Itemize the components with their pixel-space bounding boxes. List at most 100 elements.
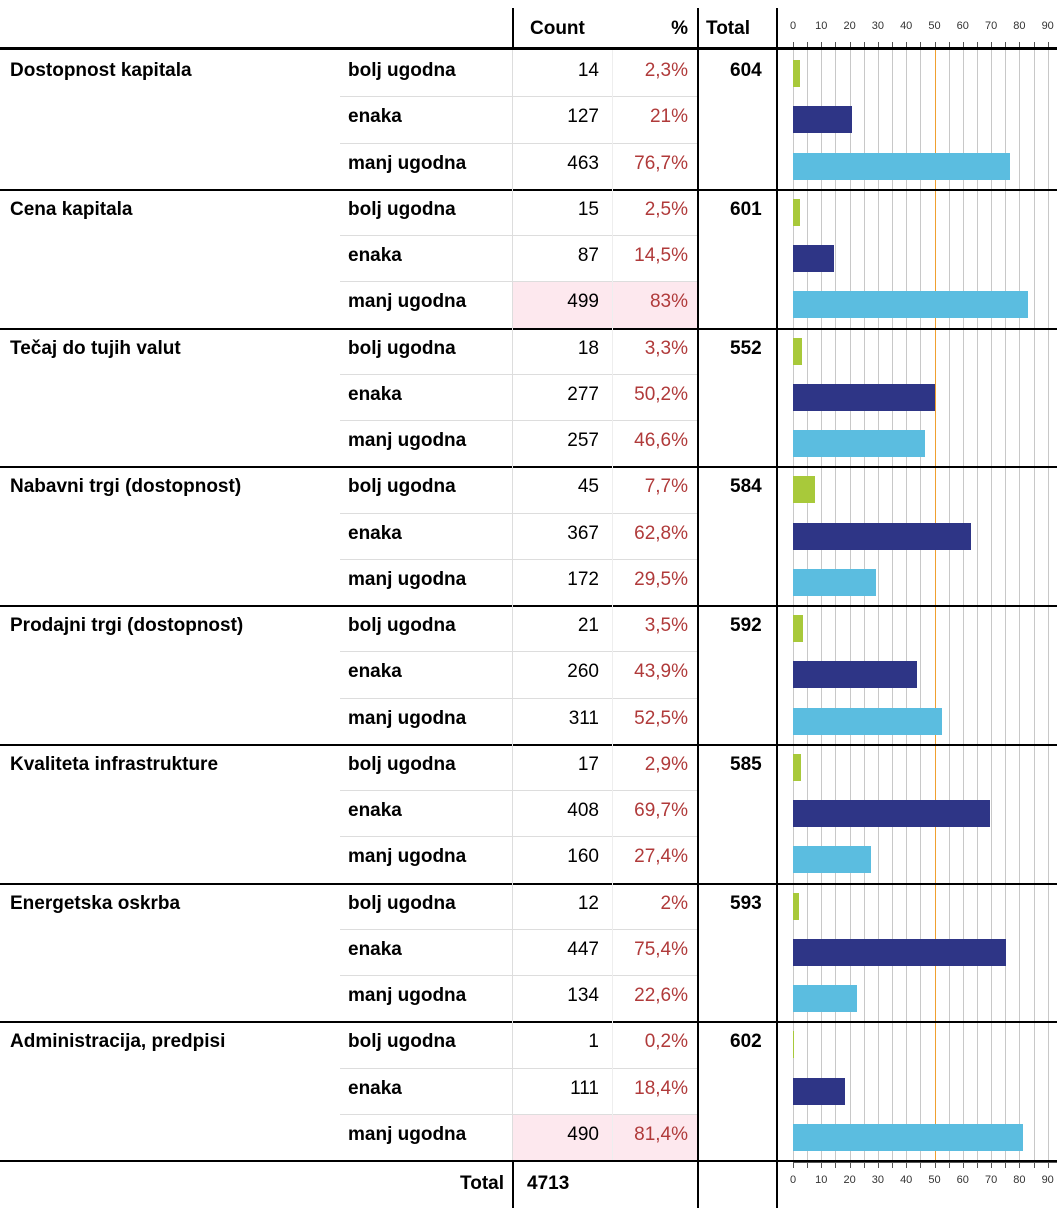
- tick-mark: [793, 1162, 794, 1168]
- group-name: Dostopnost kapitala: [10, 60, 192, 81]
- total-divider: [776, 882, 778, 1022]
- cell-divider: [512, 96, 513, 143]
- tick-mark: [934, 42, 936, 48]
- tick-mark: [962, 1162, 964, 1168]
- header-total: Total: [706, 18, 750, 39]
- tick-mark: [892, 42, 894, 48]
- row-count: 1: [588, 1031, 599, 1053]
- row-label: manj ugodna: [348, 846, 467, 868]
- total-divider: [776, 327, 778, 467]
- row-label: enaka: [348, 938, 402, 960]
- row-label: manj ugodna: [348, 430, 467, 451]
- tick-mark: [976, 42, 978, 48]
- header-divider: [776, 8, 778, 50]
- cell-divider: [612, 235, 613, 282]
- cell-divider: [512, 373, 513, 420]
- row-percent: 7,7%: [644, 476, 688, 498]
- row-count: 277: [567, 383, 599, 405]
- bar: [793, 615, 803, 642]
- total-divider: [697, 743, 699, 883]
- bar: [793, 245, 835, 272]
- row-percent: 27,4%: [634, 846, 688, 868]
- row-rule: [340, 420, 697, 421]
- cell-divider: [512, 466, 513, 513]
- bar: [793, 753, 802, 781]
- x-tick-label: 30: [871, 20, 885, 32]
- cell-divider: [512, 882, 513, 929]
- bar: [793, 476, 815, 504]
- total-divider: [697, 466, 699, 605]
- row-percent: 43,9%: [634, 661, 688, 683]
- bar: [793, 938, 1007, 966]
- tick-mark: [835, 1162, 837, 1168]
- cell-divider: [612, 281, 613, 328]
- group-total: 601: [730, 198, 762, 220]
- cell-divider: [612, 605, 613, 652]
- row-percent: 2,9%: [644, 753, 688, 775]
- total-divider: [776, 188, 778, 328]
- bar: [793, 106, 853, 134]
- row-rule: [340, 928, 697, 930]
- row-count: 15: [577, 198, 599, 220]
- tick-mark: [807, 1162, 809, 1168]
- row-percent: 2,3%: [644, 60, 688, 81]
- x-tick-label: 10: [815, 1174, 828, 1186]
- row-label: manj ugodna: [348, 1123, 467, 1145]
- bar: [793, 198, 801, 226]
- total-divider: [697, 605, 699, 744]
- x-tick-label: 0: [789, 1174, 797, 1186]
- cell-divider: [612, 651, 613, 698]
- cell-divider: [612, 1067, 613, 1114]
- footer-label: Total: [460, 1173, 504, 1194]
- x-tick-label: 70: [984, 20, 998, 32]
- group-name: Energetska oskrba: [10, 892, 181, 914]
- row-label: manj ugodna: [348, 291, 467, 313]
- row-count: 311: [568, 707, 599, 729]
- cell-divider: [612, 327, 613, 374]
- group-total: 584: [730, 476, 762, 498]
- row-count: 463: [567, 152, 599, 174]
- header-count: Count: [530, 18, 585, 39]
- row-percent: 81,4%: [634, 1123, 688, 1145]
- header-rule: [0, 47, 1057, 50]
- total-divider: [697, 1021, 699, 1160]
- tick-mark: [1019, 1162, 1021, 1168]
- row-count: 12: [577, 892, 599, 914]
- tick-mark: [1005, 42, 1007, 48]
- group-total: 602: [730, 1031, 762, 1053]
- x-tick-label: 80: [1013, 1174, 1026, 1186]
- cell-divider: [512, 743, 513, 790]
- total-divider: [776, 466, 778, 605]
- tick-mark: [1005, 1162, 1007, 1168]
- row-label: enaka: [348, 245, 402, 266]
- tick-mark: [920, 42, 922, 48]
- group-name: Tečaj do tujih valut: [10, 337, 181, 359]
- group-rule: [0, 743, 1057, 746]
- tick-mark: [1047, 42, 1049, 48]
- row-rule: [340, 836, 697, 838]
- group-name: Administracija, predpisi: [10, 1031, 226, 1053]
- row-count: 257: [567, 430, 599, 451]
- row-count: 14: [577, 60, 599, 81]
- total-divider: [697, 188, 699, 328]
- tick-mark: [934, 1162, 936, 1168]
- group-total: 592: [730, 615, 762, 636]
- x-tick-label: 90: [1041, 20, 1054, 32]
- footer-divider: [776, 1160, 778, 1208]
- cell-divider: [612, 558, 613, 605]
- x-tick-label: 60: [956, 1174, 969, 1186]
- bar: [793, 707, 942, 735]
- row-percent: 0,2%: [644, 1031, 688, 1053]
- tick-mark: [1033, 1162, 1035, 1168]
- bar: [793, 152, 1011, 180]
- row-label: bolj ugodna: [348, 476, 456, 498]
- x-tick-label: 70: [984, 1174, 998, 1186]
- row-percent: 83%: [649, 291, 688, 313]
- row-count: 160: [567, 846, 599, 868]
- bar: [793, 522, 971, 550]
- tick-mark: [948, 1162, 950, 1168]
- bar: [793, 337, 803, 365]
- bar: [793, 846, 871, 874]
- row-count: 45: [577, 476, 599, 498]
